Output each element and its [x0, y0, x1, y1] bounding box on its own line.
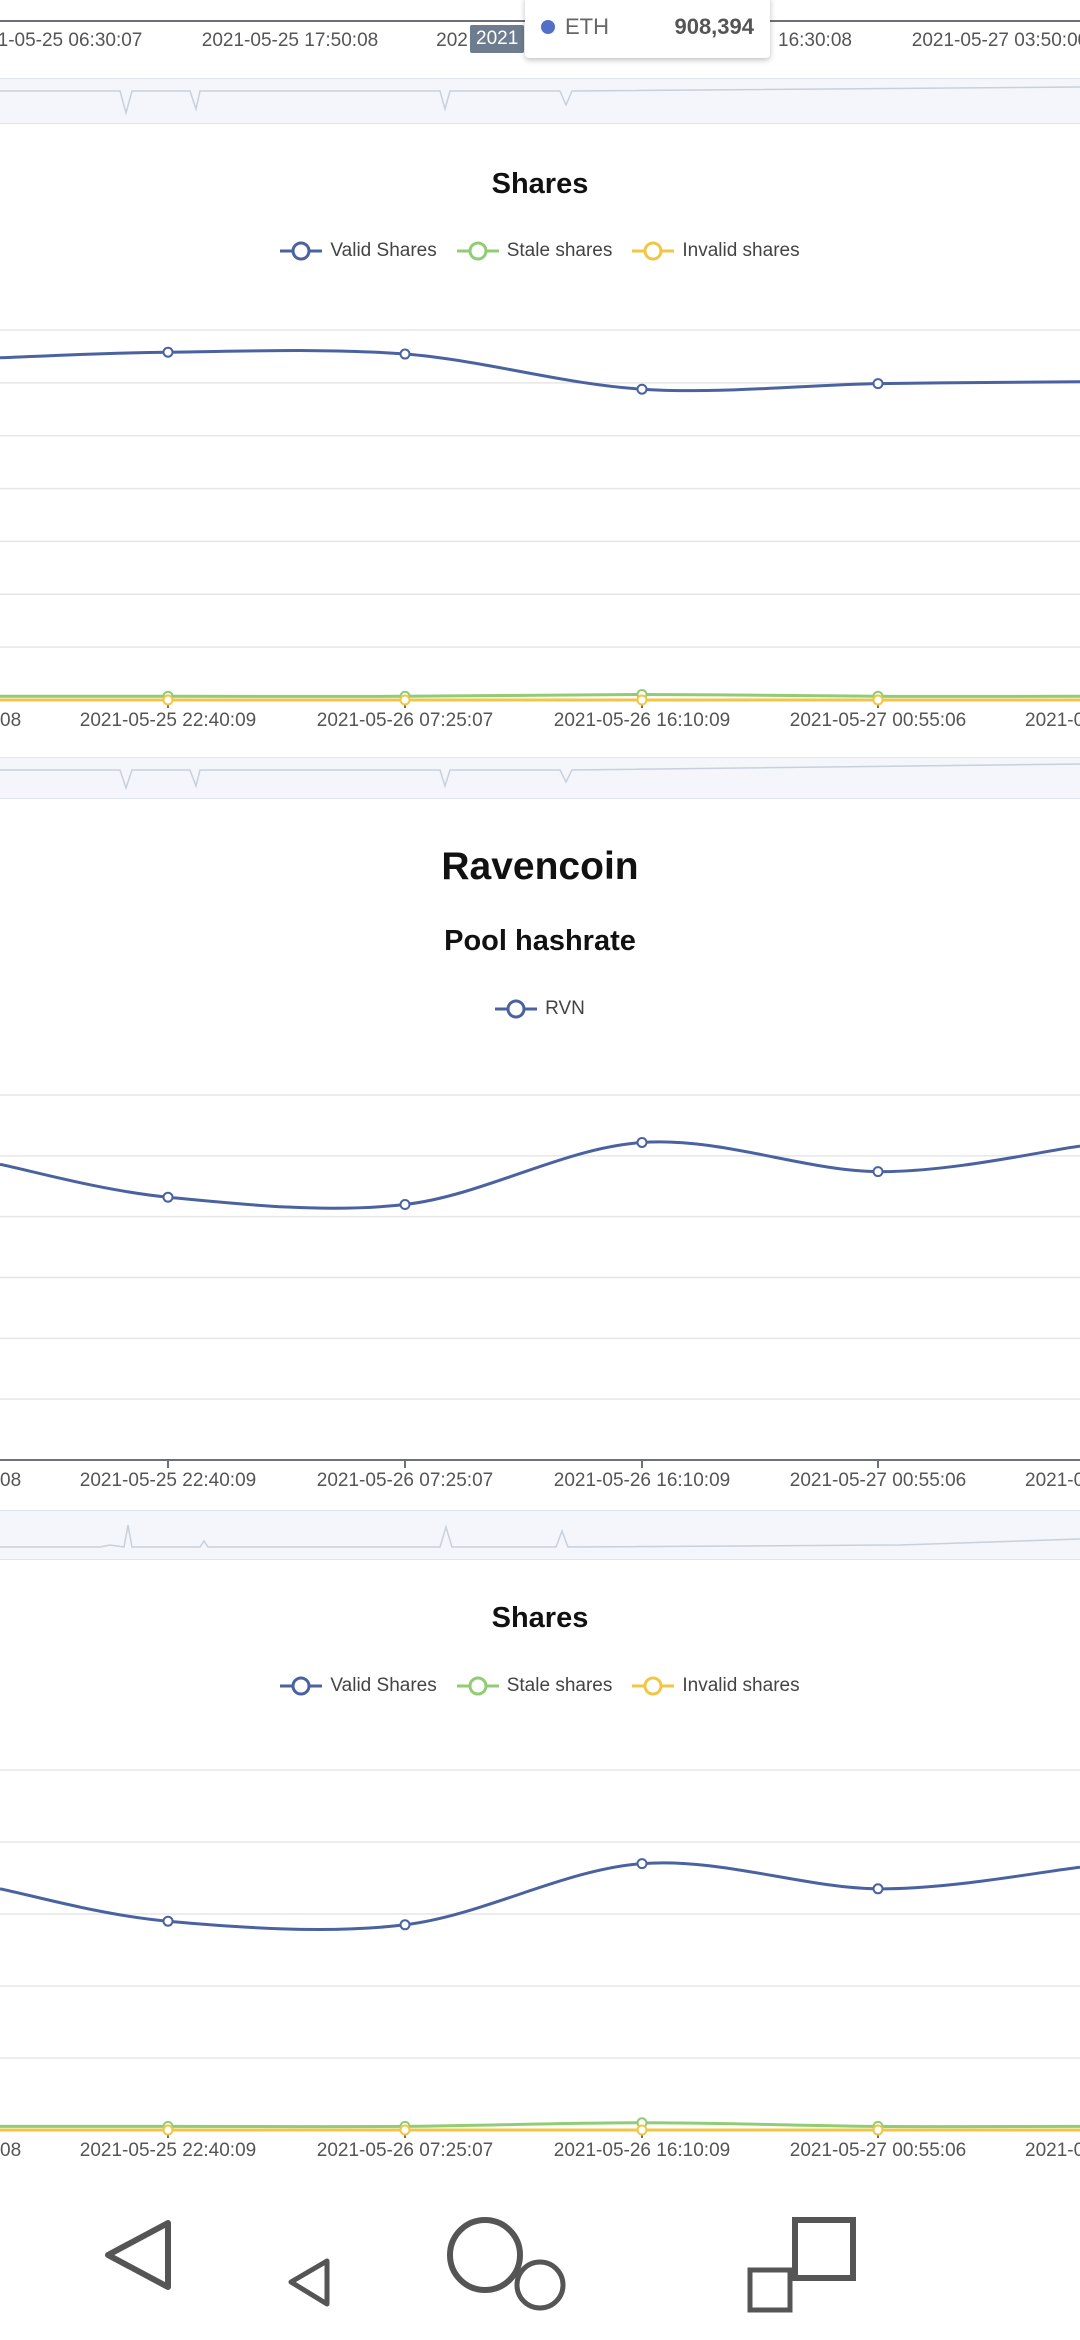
legend-item-rvn[interactable]: RVN [495, 998, 585, 1020]
data-point[interactable] [162, 1191, 174, 1203]
legend-item-stale-shares[interactable]: Stale shares [456, 240, 613, 262]
data-point[interactable] [636, 383, 648, 395]
legend-item-invalid-shares[interactable]: Invalid shares [632, 240, 800, 262]
x-tick-label: 2021-05-25 22:40:09 [79, 1470, 257, 1491]
chart-tooltip: ETH 908,394 [525, 0, 770, 58]
data-zoom-slider[interactable] [0, 1510, 1080, 1560]
legend-item-stale-shares[interactable]: Stale shares [456, 1675, 613, 1697]
x-tick-label: 2021-05-26 16:10:09 [553, 1470, 731, 1491]
x-tick-label: 08 [0, 2140, 22, 2161]
x-tick-label: 2021-05-27 00:55:06 [789, 1470, 967, 1491]
series-line-stale-shares[interactable] [0, 2121, 1080, 2129]
data-point[interactable] [636, 2124, 648, 2136]
back-triangle-icon[interactable] [100, 2215, 180, 2295]
legend-label: Invalid shares [682, 240, 800, 261]
data-point[interactable] [399, 694, 411, 706]
x-tick-label: 2021-05-27 00:55:06 [789, 710, 967, 731]
x-tick-label: 2021-05-26 16:10:09 [553, 710, 731, 731]
legend-label: Stale shares [506, 1675, 613, 1696]
data-point[interactable] [162, 694, 174, 706]
x-tick-label: 2021-05-25 22:40:09 [79, 2140, 257, 2161]
tooltip-value: 908,394 [674, 14, 754, 39]
x-tick-label: 2021-0 [1025, 2140, 1080, 2161]
coin-title: Ravencoin [441, 845, 639, 888]
data-zoom-slider[interactable] [0, 78, 1080, 124]
series-line-rvn[interactable] [0, 1140, 1080, 1210]
series-line-stale-shares[interactable] [0, 692, 1080, 698]
legend-label: Invalid shares [682, 1675, 800, 1696]
legend-line-circle-icon [632, 241, 675, 261]
legend-label: Valid Shares [330, 240, 437, 261]
slider-preview [0, 1524, 1080, 1548]
small-back-triangle-icon[interactable] [285, 2255, 335, 2310]
x-tick-label: 2021-0 [1025, 1470, 1080, 1491]
data-point[interactable] [636, 1136, 648, 1148]
data-point[interactable] [162, 2124, 174, 2136]
data-point[interactable] [872, 378, 884, 390]
legend-line-circle-icon [280, 1676, 323, 1696]
legend-line-circle-icon [280, 241, 323, 261]
data-zoom-slider[interactable] [0, 757, 1080, 799]
legend-label: Stale shares [506, 240, 613, 261]
legend-line-circle-icon [456, 1676, 499, 1696]
data-point[interactable] [399, 1919, 411, 1931]
top-axis-label: 1-05-25 06:30:07 [0, 30, 143, 51]
eth-shares-plot[interactable] [0, 300, 1080, 720]
navigation-bar [0, 2170, 1080, 2340]
legend-item-valid-shares[interactable]: Valid Shares [280, 1675, 437, 1697]
home-circles-icon[interactable] [440, 2210, 580, 2320]
legend-line-circle-icon [495, 999, 538, 1019]
tooltip-series-name: ETH [565, 14, 609, 39]
eth-shares-title: Shares [491, 168, 589, 200]
top-axis-label: 2021-05-25 17:50:08 [201, 30, 379, 51]
tooltip-series-dot [541, 20, 555, 34]
x-tick-label: 08 [0, 1470, 22, 1491]
data-point[interactable] [399, 348, 411, 360]
eth-shares-legend: Valid Shares Stale shares Invalid shares [0, 240, 1080, 262]
data-point[interactable] [636, 1858, 648, 1870]
x-tick-label: 2021-05-26 07:25:07 [316, 2140, 494, 2161]
rvn-shares-title: Shares [491, 1602, 589, 1634]
slider-preview [0, 763, 1080, 791]
data-point[interactable] [872, 1166, 884, 1178]
x-tick-label: 2021-05-26 16:10:09 [553, 2140, 731, 2161]
legend-label: RVN [545, 998, 585, 1019]
top-axis-label: 16:30:08 [778, 30, 852, 51]
legend-line-circle-icon [456, 241, 499, 261]
legend-item-invalid-shares[interactable]: Invalid shares [632, 1675, 800, 1697]
data-point[interactable] [872, 2124, 884, 2136]
legend-line-circle-icon [632, 1676, 675, 1696]
top-axis-label: 202 [436, 30, 468, 51]
x-tick-label: 2021-05-26 07:25:07 [316, 710, 494, 731]
legend-item-valid-shares[interactable]: Valid Shares [280, 240, 437, 262]
x-tick-label: 08 [0, 710, 22, 731]
rvn-shares-legend: Valid Shares Stale shares Invalid shares [0, 1675, 1080, 1697]
data-point[interactable] [872, 1883, 884, 1895]
series-line-valid-shares[interactable] [0, 1861, 1080, 1931]
series-line-valid-shares[interactable] [0, 349, 1080, 393]
data-point[interactable] [399, 2124, 411, 2136]
top-axis-label: 2021-05-27 03:50:00 [911, 30, 1080, 51]
data-point[interactable] [162, 346, 174, 358]
data-point[interactable] [636, 694, 648, 706]
legend-label: Valid Shares [330, 1675, 437, 1696]
recent-squares-icon[interactable] [745, 2215, 865, 2320]
x-tick-label: 2021-0 [1025, 710, 1080, 731]
x-tick-label: 2021-05-27 00:55:06 [789, 2140, 967, 2161]
data-point[interactable] [162, 1915, 174, 1927]
axis-pointer-tag: 2021 [470, 25, 525, 53]
data-point[interactable] [872, 694, 884, 706]
x-tick-label: 2021-05-26 07:25:07 [316, 1470, 494, 1491]
slider-preview [0, 86, 1080, 116]
pool-hashrate-plot[interactable] [0, 1060, 1080, 1480]
pool-hashrate-title: Pool hashrate [444, 925, 636, 957]
hashrate-legend: RVN [0, 998, 1080, 1020]
rvn-shares-plot[interactable] [0, 1745, 1080, 2145]
data-point[interactable] [399, 1199, 411, 1210]
x-tick-label: 2021-05-25 22:40:09 [79, 710, 257, 731]
